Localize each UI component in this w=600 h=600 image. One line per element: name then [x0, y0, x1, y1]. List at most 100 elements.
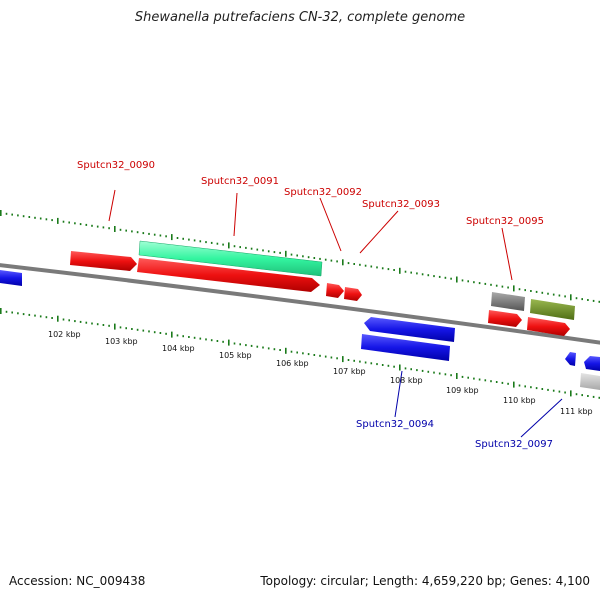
tick-mark: [359, 263, 361, 266]
tick-mark: [273, 348, 276, 351]
tick-mark: [136, 328, 139, 331]
tick-mark: [513, 285, 515, 292]
tick-mark: [290, 350, 293, 353]
tick-mark: [530, 290, 532, 292]
tick-mark: [558, 390, 561, 393]
tick-mark: [290, 253, 293, 256]
tick-mark: [444, 373, 447, 376]
tick-mark: [552, 293, 555, 296]
tick-mark: [302, 255, 304, 258]
gene-label[interactable]: Sputcn32_0093: [362, 199, 440, 210]
gene-feature-reverse[interactable]: [0, 270, 22, 286]
tick-mark: [239, 246, 241, 249]
tick-mark: [188, 336, 190, 338]
tick-mark: [210, 339, 213, 342]
tick-mark: [552, 389, 555, 392]
tick-mark: [581, 298, 583, 301]
tick-mark: [376, 363, 378, 366]
gene-label[interactable]: Sputcn32_0094: [356, 419, 434, 430]
tick-mark: [245, 344, 247, 347]
tick-mark: [11, 213, 13, 216]
tick-mark: [222, 243, 224, 246]
tick-mark: [22, 313, 25, 316]
tick-mark: [57, 217, 59, 224]
tick-mark: [518, 384, 521, 387]
gene-feature-reverse[interactable]: [584, 356, 600, 371]
gene-feature-reverse[interactable]: [565, 352, 576, 366]
tick-mark: [319, 354, 321, 357]
tick-mark: [108, 324, 110, 327]
tick-mark: [256, 345, 259, 348]
gene-labels: Sputcn32_0090 Sputcn32_0091 Sputcn32_009…: [77, 160, 553, 450]
gene-feature-reverse[interactable]: [364, 317, 455, 342]
tick-mark: [421, 369, 424, 372]
gene-feature-gray[interactable]: [491, 292, 525, 311]
tick-mark: [119, 326, 122, 329]
gene-feature-light[interactable]: [580, 373, 600, 390]
scale-label: 111 kbp: [560, 407, 593, 416]
tick-mark: [193, 239, 196, 242]
tick-mark: [575, 297, 578, 300]
gene-feature-forward[interactable]: [137, 258, 320, 292]
genome-backbone: [0, 263, 600, 345]
gene-feature-forward[interactable]: [527, 317, 570, 336]
tick-mark: [592, 299, 595, 302]
tick-mark: [39, 315, 42, 318]
scale-label: 106 kbp: [276, 359, 309, 368]
tick-mark: [324, 258, 327, 261]
tick-mark: [416, 272, 418, 275]
scale-label: 105 kbp: [219, 351, 252, 360]
tick-mark: [182, 237, 184, 240]
tick-marks: [0, 210, 600, 399]
tick-mark: [17, 214, 19, 217]
tick-mark: [45, 316, 48, 319]
tick-mark: [336, 260, 338, 263]
tick-mark: [5, 310, 8, 313]
tick-mark: [484, 282, 487, 285]
gene-feature-reverse[interactable]: [361, 334, 450, 361]
tick-mark: [427, 274, 430, 277]
tick-mark: [153, 331, 156, 334]
tick-mark: [547, 388, 549, 391]
tick-mark: [501, 381, 504, 384]
tick-mark: [433, 371, 435, 374]
gene-label[interactable]: Sputcn32_0091: [201, 176, 279, 187]
tick-mark: [45, 218, 48, 221]
tick-mark: [330, 356, 333, 359]
tick-mark: [530, 386, 532, 389]
tick-mark: [478, 378, 481, 381]
tick-mark: [421, 273, 424, 276]
tick-mark: [74, 320, 76, 323]
gene-label[interactable]: Sputcn32_0095: [466, 216, 544, 227]
tick-mark: [148, 232, 150, 235]
tick-mark: [307, 353, 310, 356]
tick-mark: [393, 365, 395, 368]
tick-mark: [410, 271, 412, 274]
gene-feature-olive[interactable]: [530, 299, 575, 320]
gene-label[interactable]: Sputcn32_0097: [475, 439, 553, 450]
tick-mark: [324, 355, 327, 358]
tick-mark: [148, 330, 150, 333]
tick-mark: [171, 331, 173, 338]
gene-label[interactable]: Sputcn32_0092: [284, 187, 362, 198]
gene-feature-rna[interactable]: [138, 240, 323, 277]
tick-mark: [547, 292, 549, 295]
tick-mark: [484, 379, 487, 382]
scale-label: 103 kbp: [105, 337, 138, 346]
scale-label: 110 kbp: [503, 396, 536, 405]
tick-mark: [216, 242, 219, 245]
gene-feature-forward[interactable]: [344, 287, 362, 301]
tick-mark: [387, 268, 390, 271]
tick-mark: [575, 393, 578, 396]
genome-summary: Topology: circular; Length: 4,659,220 bp…: [260, 574, 590, 588]
gene-feature-forward[interactable]: [488, 310, 522, 327]
tick-mark: [450, 277, 452, 280]
tick-mark: [210, 241, 213, 244]
scale-label: 109 kbp: [446, 386, 479, 395]
tick-mark: [171, 234, 173, 241]
tick-mark: [28, 313, 31, 316]
gene-feature-forward[interactable]: [70, 251, 137, 271]
gene-feature-forward[interactable]: [326, 283, 344, 298]
gene-label[interactable]: Sputcn32_0090: [77, 160, 155, 171]
tick-mark: [336, 357, 338, 360]
